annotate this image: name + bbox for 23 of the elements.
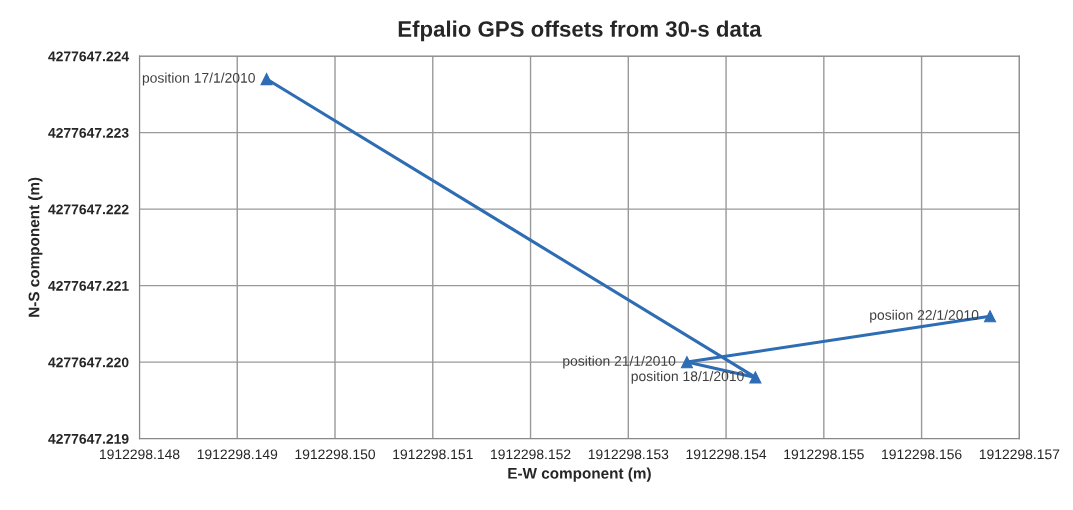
y-tick-label: 4277647.224	[48, 51, 130, 62]
x-tick-label: 1912298.148	[100, 449, 180, 460]
y-tick-label: 4277647.223	[48, 127, 129, 138]
y-tick-label: 4277647.221	[48, 280, 129, 291]
x-axis-title: E-W component (m)	[508, 467, 651, 482]
annotation: position 18/1/2010	[631, 370, 744, 384]
annotation: position 21/1/2010	[563, 355, 676, 369]
annotation: position 17/1/2010	[142, 72, 255, 86]
y-tick-label: 4277647.222	[48, 204, 129, 215]
x-tick-label: 1912298.149	[197, 449, 278, 460]
x-tick-label: 1912298.152	[491, 449, 571, 460]
x-tick-label: 1912298.156	[882, 449, 962, 460]
y-tick-label: 4277647.219	[48, 433, 129, 444]
x-tick-label: 1912298.155	[784, 449, 864, 460]
annotation: posiion 22/1/2010	[870, 309, 979, 323]
x-tick-label: 1912298.154	[686, 449, 767, 460]
chart-title: Efpalio GPS offsets from 30-s data	[398, 20, 762, 42]
y-tick-label: 4277647.220	[48, 357, 129, 368]
x-tick-label: 1912298.153	[588, 449, 669, 460]
x-tick-label: 1912298.151	[393, 449, 473, 460]
x-tick-label: 1912298.157	[979, 449, 1060, 460]
y-axis-title: N-S component (m)	[28, 177, 43, 317]
x-tick-label: 1912298.150	[295, 449, 376, 460]
